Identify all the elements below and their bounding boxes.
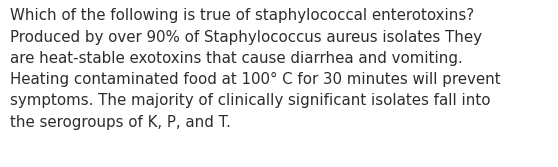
Text: Which of the following is true of staphylococcal enterotoxins?
Produced by over : Which of the following is true of staphy…: [10, 8, 501, 130]
